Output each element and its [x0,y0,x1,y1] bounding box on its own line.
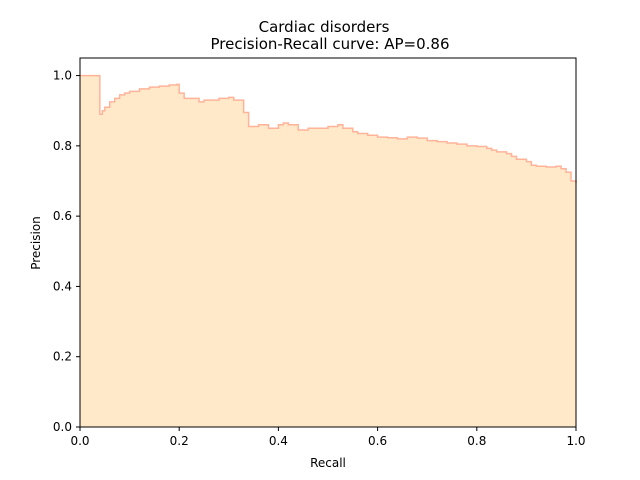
x-tick-label: 1.0 [566,434,585,448]
x-axis-ticks: 0.0 0.2 0.4 0.6 0.8 1.0 [70,427,586,448]
y-tick-label: 0.6 [53,209,72,223]
pr-area-fill [80,75,576,427]
x-tick-label: 0.6 [368,434,387,448]
x-tick-label: 0.8 [467,434,486,448]
y-axis-ticks: 0.0 0.2 0.4 0.6 0.8 1.0 [53,69,80,434]
y-tick-label: 0.2 [53,350,72,364]
y-tick-label: 0.8 [53,139,72,153]
x-axis-label: Recall [310,456,346,470]
y-tick-label: 1.0 [53,69,72,83]
x-tick-label: 0.2 [170,434,189,448]
chart-subtitle: Precision-Recall curve: AP=0.86 [211,35,450,53]
chart-title: Cardiac disorders [259,18,390,36]
y-axis-label: Precision [29,216,43,270]
x-tick-label: 0.0 [70,434,89,448]
y-tick-label: 0.0 [53,420,72,434]
pr-curve-line [80,74,577,183]
plot-area [80,74,577,427]
axes-frame [79,57,577,428]
y-tick-label: 0.4 [53,279,72,293]
x-tick-label: 0.4 [269,434,288,448]
